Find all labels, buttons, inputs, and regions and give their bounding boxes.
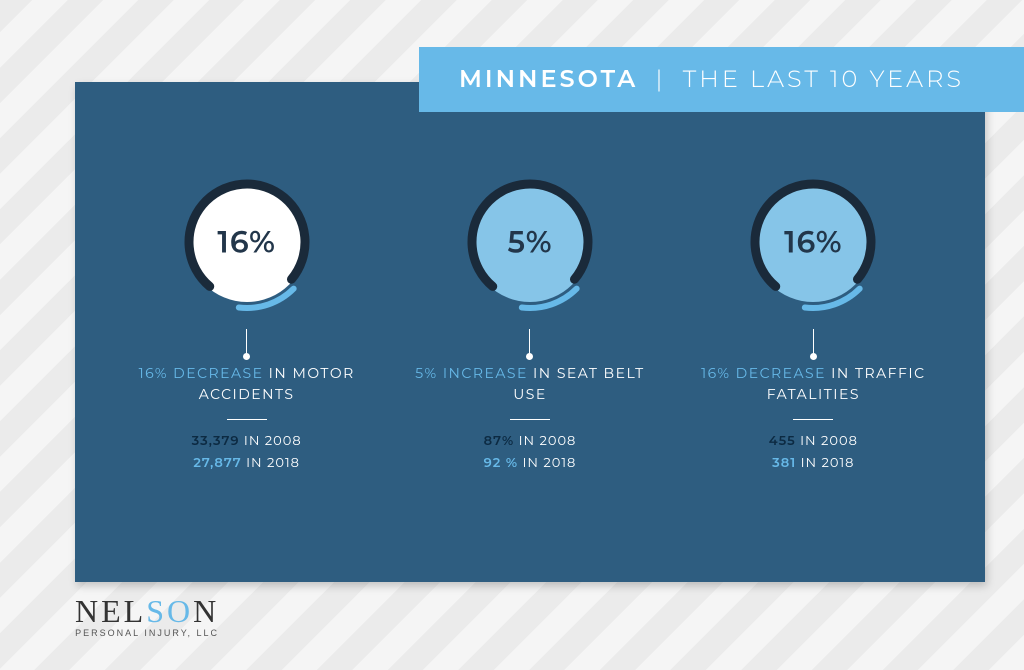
donut-percent-label: 16% [784,224,842,261]
logo: NELSON PERSONAL INJURY, LLC [75,593,219,638]
stat-highlight: 5% INCREASE IN SEAT BELT USE [400,363,660,405]
logo-subtitle: PERSONAL INJURY, LLC [75,628,219,638]
header-bar: MINNESOTA | THE LAST 10 YEARS [419,47,1024,112]
donut-percent-label: 5% [507,224,552,261]
stat-traffic-fatalities: 16% 16% DECREASE IN TRAFFIC FATALITIES 4… [683,167,943,474]
connector-line [246,329,247,357]
stat-highlight: 16% DECREASE IN MOTOR ACCIDENTS [117,363,377,405]
stat-detail-2008: 87% IN 2008 [484,430,577,452]
donut-chart: 5% [455,167,605,317]
divider [227,419,267,420]
stat-detail-2018: 92 % IN 2018 [484,452,577,474]
stat-motor-accidents: 16% 16% DECREASE IN MOTOR ACCIDENTS 33,3… [117,167,377,474]
stat-highlight: 16% DECREASE IN TRAFFIC FATALITIES [683,363,943,405]
stat-detail-2008: 455 IN 2008 [769,430,858,452]
stat-detail-2018: 381 IN 2018 [772,452,854,474]
stat-detail-2018: 27,877 IN 2018 [193,452,300,474]
donut-percent-label: 16% [217,224,275,261]
stat-detail-2008: 33,379 IN 2008 [192,430,302,452]
header-title-bold: MINNESOTA [459,65,638,94]
header-separator: | [655,65,665,94]
logo-name: NELSON [75,593,219,630]
stats-row: 16% 16% DECREASE IN MOTOR ACCIDENTS 33,3… [75,82,985,474]
donut-chart: 16% [172,167,322,317]
connector-line [529,329,530,357]
connector-line [813,329,814,357]
divider [510,419,550,420]
stat-seat-belt: 5% 5% INCREASE IN SEAT BELT USE 87% IN 2… [400,167,660,474]
main-panel: 16% 16% DECREASE IN MOTOR ACCIDENTS 33,3… [75,82,985,582]
donut-chart: 16% [738,167,888,317]
divider [793,419,833,420]
header-title-light: THE LAST 10 YEARS [683,65,964,94]
